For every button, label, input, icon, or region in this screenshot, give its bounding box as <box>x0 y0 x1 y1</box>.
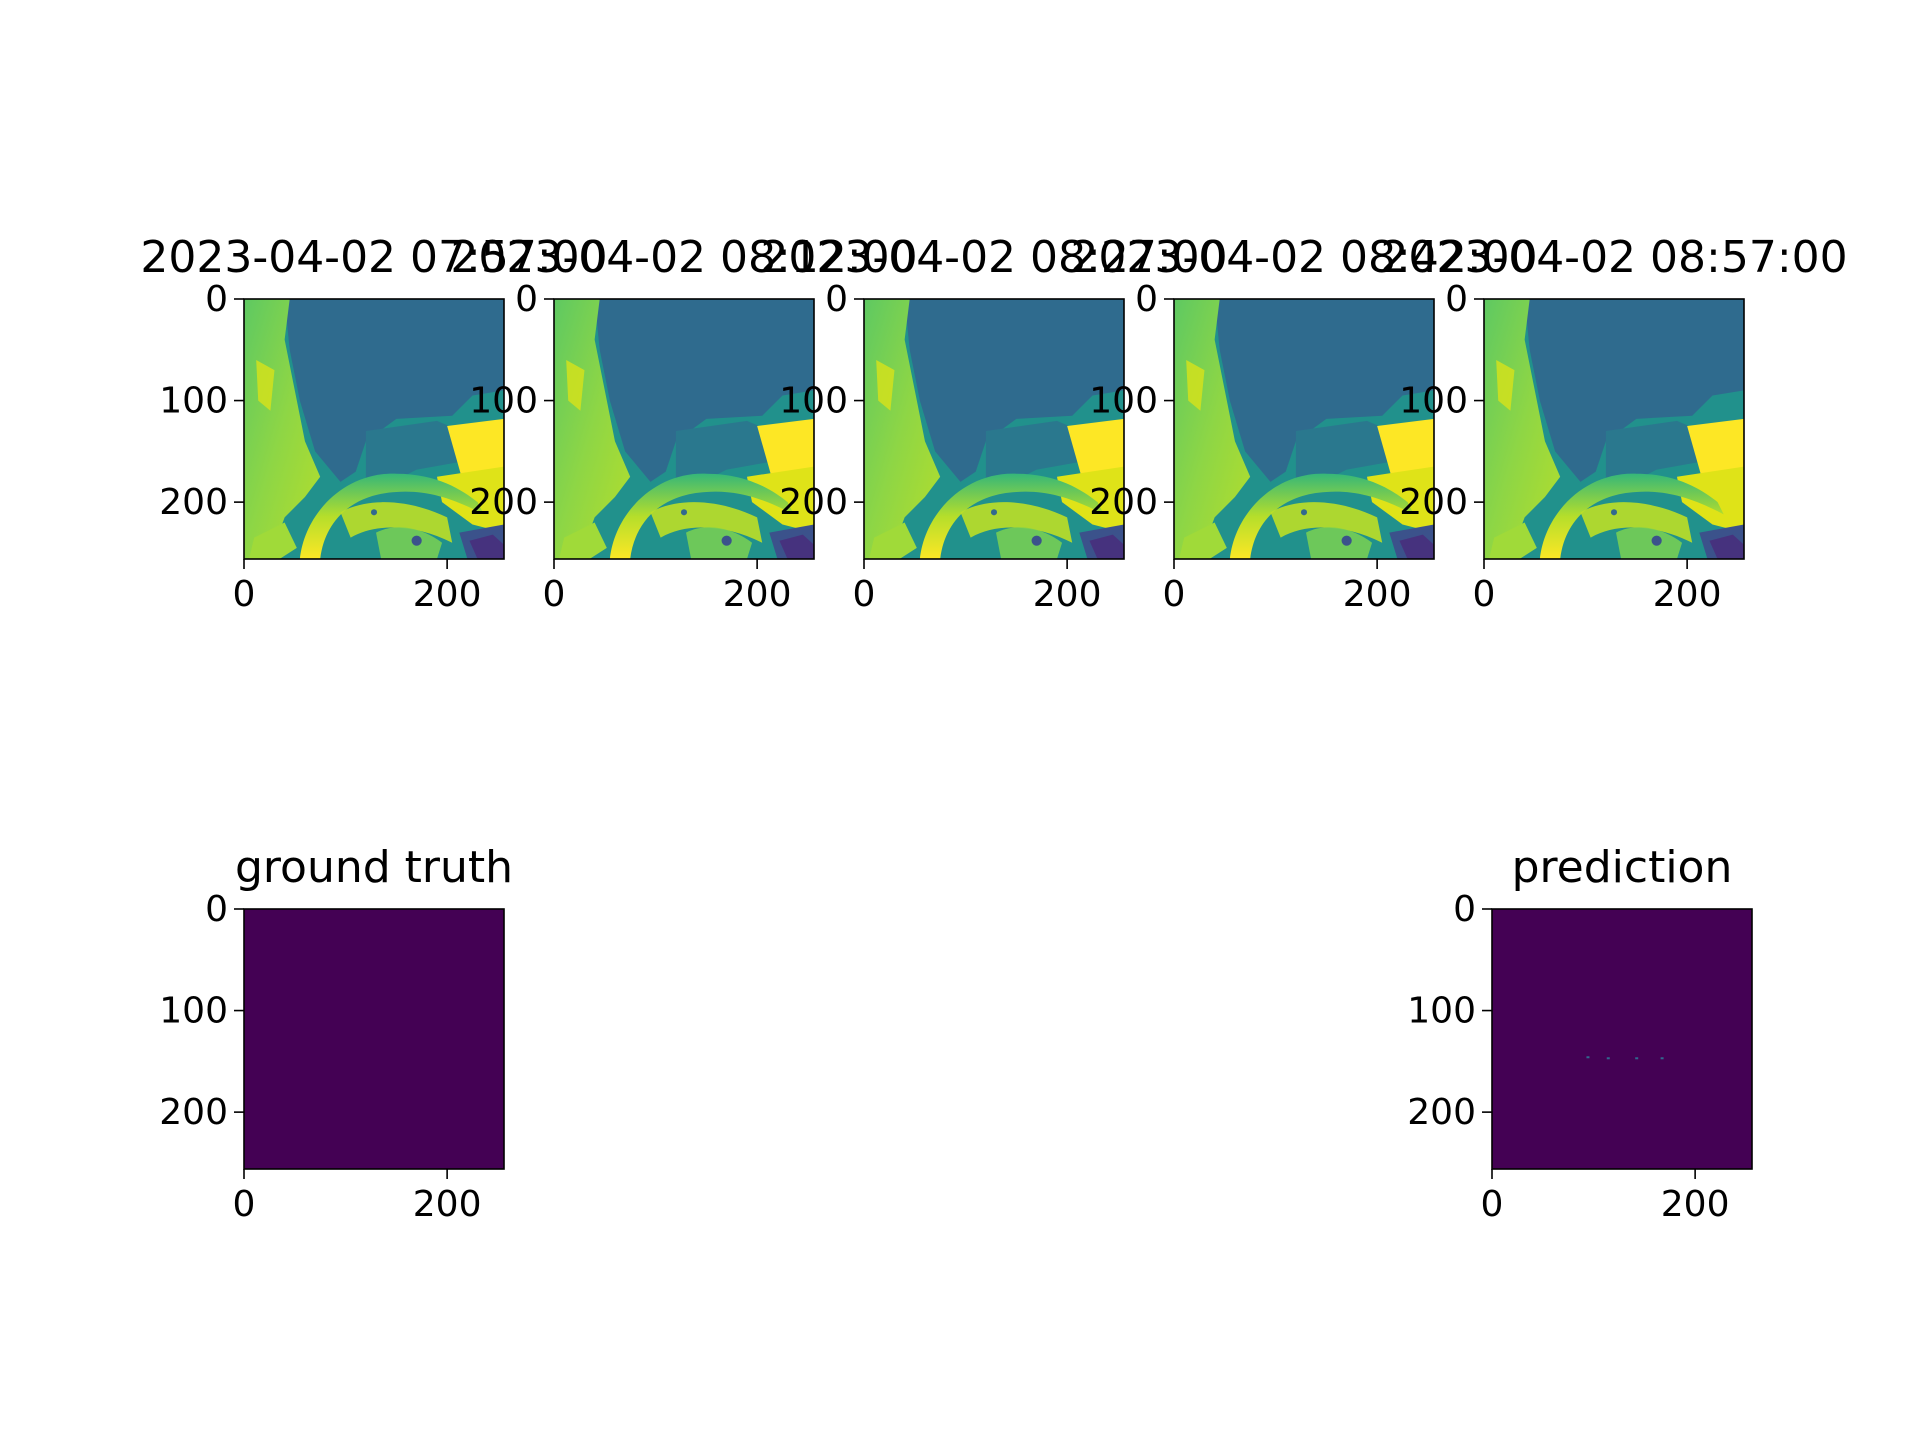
panel-title: prediction <box>1512 842 1733 893</box>
x-tick-label: 200 <box>1343 574 1412 615</box>
heatmap-image <box>1484 299 1744 559</box>
x-tick-label: 200 <box>1653 574 1722 615</box>
y-tick-label: 0 <box>205 279 228 320</box>
x-tick-label: 0 <box>543 574 566 615</box>
y-tick-label: 200 <box>1399 482 1468 523</box>
y-tick-label: 100 <box>1399 381 1468 422</box>
panel-title: 2023-04-02 08:42:00 <box>1070 232 1537 283</box>
y-tick-label: 0 <box>205 889 228 930</box>
axes-frame <box>1173 298 1435 560</box>
heatmap-image <box>554 299 814 559</box>
y-tick-label: 100 <box>469 381 538 422</box>
heatmap-image <box>864 299 1124 559</box>
heatmap-image <box>244 909 504 1169</box>
x-tick-label: 200 <box>413 574 482 615</box>
axes-frame <box>243 908 505 1170</box>
x-tick-label: 200 <box>723 574 792 615</box>
panel-title: 2023-04-02 08:27:00 <box>760 232 1227 283</box>
x-tick-label: 0 <box>233 574 256 615</box>
y-tick-label: 200 <box>779 482 848 523</box>
x-tick-label: 200 <box>1033 574 1102 615</box>
x-tick-label: 0 <box>1473 574 1496 615</box>
y-tick-label: 100 <box>159 381 228 422</box>
y-tick-label: 0 <box>825 279 848 320</box>
panel-output: prediction 0 200 0 100 200 <box>1407 842 1753 1225</box>
y-tick-label: 200 <box>159 482 228 523</box>
x-tick-label: 200 <box>413 1184 482 1225</box>
prediction-pixel-3 <box>1635 1057 1639 1060</box>
y-tick-label: 0 <box>1453 889 1476 930</box>
x-tick-label: 0 <box>853 574 876 615</box>
panel-title: ground truth <box>235 842 513 893</box>
y-tick-label: 100 <box>159 991 228 1032</box>
y-tick-label: 0 <box>515 279 538 320</box>
heatmap-image <box>1174 299 1434 559</box>
prediction-pixel-1 <box>1586 1056 1590 1059</box>
panel-title: 2023-04-02 07:57:00 <box>140 232 607 283</box>
axes-frame <box>243 298 505 560</box>
y-tick-label: 0 <box>1135 279 1158 320</box>
prediction-pixel-2 <box>1606 1057 1610 1060</box>
y-tick-label: 200 <box>469 482 538 523</box>
panel-title: 2023-04-02 08:57:00 <box>1380 232 1847 283</box>
heatmap-image <box>244 299 504 559</box>
y-tick-label: 100 <box>1407 991 1476 1032</box>
axes-frame <box>1491 908 1753 1170</box>
y-tick-label: 100 <box>779 381 848 422</box>
x-tick-label: 0 <box>1163 574 1186 615</box>
x-tick-label: 0 <box>1481 1184 1504 1225</box>
x-tick-label: 0 <box>233 1184 256 1225</box>
y-tick-label: 200 <box>1089 482 1158 523</box>
heatmap-image <box>1492 909 1752 1169</box>
panel-title: 2023-04-02 08:12:00 <box>450 232 917 283</box>
axes-frame <box>863 298 1125 560</box>
y-tick-label: 100 <box>1089 381 1158 422</box>
axes-frame <box>553 298 815 560</box>
x-tick-label: 200 <box>1661 1184 1730 1225</box>
y-tick-label: 0 <box>1445 279 1468 320</box>
y-tick-label: 200 <box>1407 1092 1476 1133</box>
prediction-pixel-4 <box>1660 1057 1664 1060</box>
y-tick-label: 200 <box>159 1092 228 1133</box>
axes-frame <box>1483 298 1745 560</box>
